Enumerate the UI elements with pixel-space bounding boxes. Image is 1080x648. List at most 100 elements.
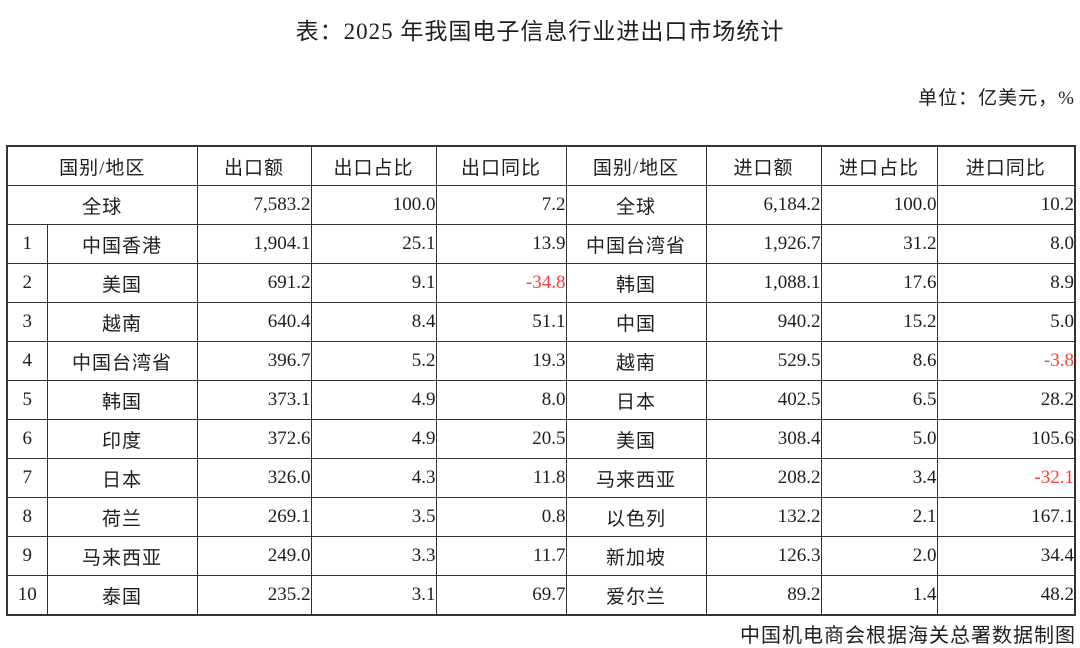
- export-yoy-cell: 8.0: [435, 380, 567, 420]
- import-yoy-cell: 105.6: [936, 419, 1076, 459]
- export-yoy-cell: 7.2: [435, 185, 567, 225]
- import-region-cell: 马来西亚: [565, 458, 707, 498]
- import-region-cell: 中国: [565, 302, 707, 342]
- export-yoy-cell: 51.1: [435, 302, 567, 342]
- rank-cell: 3: [6, 302, 48, 342]
- export-share-cell: 100.0: [310, 185, 437, 225]
- import-value-cell: 308.4: [705, 419, 822, 459]
- import-region-cell: 全球: [565, 185, 707, 225]
- import-export-table: 国别/地区 出口额 出口占比 出口同比 国别/地区 进口额 进口占比 进口同比 …: [6, 145, 1076, 616]
- export-share-cell: 4.9: [310, 419, 437, 459]
- source-note: 中国机电商会根据海关总署数据制图: [740, 625, 1076, 647]
- import-yoy-cell: 8.9: [936, 263, 1076, 303]
- col-header-export-region: 国别/地区: [6, 145, 198, 186]
- col-header-export-yoy: 出口同比: [435, 145, 567, 186]
- export-yoy-cell: 11.8: [435, 458, 567, 498]
- import-share-cell: 15.2: [820, 302, 938, 342]
- import-region-cell: 越南: [565, 341, 707, 381]
- import-yoy-cell: 10.2: [936, 185, 1076, 225]
- rank-cell: 10: [6, 575, 48, 616]
- page-title: 表：2025 年我国电子信息行业进出口市场统计: [295, 19, 785, 44]
- export-value-cell: 372.6: [196, 419, 312, 459]
- export-value-cell: 396.7: [196, 341, 312, 381]
- export-value-cell: 235.2: [196, 575, 312, 616]
- import-region-cell: 中国台湾省: [565, 224, 707, 264]
- import-value-cell: 89.2: [705, 575, 822, 616]
- table-row: 7 日本 326.0 4.3 11.8 马来西亚 208.2 3.4 -32.1: [6, 458, 1076, 498]
- import-share-cell: 2.1: [820, 497, 938, 537]
- import-share-cell: 2.0: [820, 536, 938, 576]
- export-yoy-cell: 13.9: [435, 224, 567, 264]
- export-share-cell: 5.2: [310, 341, 437, 381]
- export-value-cell: 326.0: [196, 458, 312, 498]
- import-share-cell: 100.0: [820, 185, 938, 225]
- col-header-import-value: 进口额: [705, 145, 822, 186]
- export-value-cell: 249.0: [196, 536, 312, 576]
- import-region-cell: 日本: [565, 380, 707, 420]
- export-yoy-cell: -34.8: [435, 263, 567, 303]
- export-region-cell: 越南: [46, 302, 198, 342]
- table-row: 5 韩国 373.1 4.9 8.0 日本 402.5 6.5 28.2: [6, 380, 1076, 420]
- import-share-cell: 1.4: [820, 575, 938, 616]
- export-region-cell: 中国台湾省: [46, 341, 198, 381]
- import-yoy-cell: 34.4: [936, 536, 1076, 576]
- import-yoy-cell: -3.8: [936, 341, 1076, 381]
- global-row: 全球 7,583.2 100.0 7.2 全球 6,184.2 100.0 10…: [6, 185, 1076, 225]
- import-value-cell: 402.5: [705, 380, 822, 420]
- export-yoy-cell: 11.7: [435, 536, 567, 576]
- import-share-cell: 3.4: [820, 458, 938, 498]
- export-region-cell: 美国: [46, 263, 198, 303]
- export-yoy-cell: 19.3: [435, 341, 567, 381]
- export-region-cell: 全球: [6, 185, 198, 225]
- export-region-cell: 印度: [46, 419, 198, 459]
- export-share-cell: 3.1: [310, 575, 437, 616]
- export-value-cell: 373.1: [196, 380, 312, 420]
- rank-cell: 2: [6, 263, 48, 303]
- export-share-cell: 8.4: [310, 302, 437, 342]
- import-value-cell: 940.2: [705, 302, 822, 342]
- export-region-cell: 韩国: [46, 380, 198, 420]
- import-value-cell: 529.5: [705, 341, 822, 381]
- import-value-cell: 6,184.2: [705, 185, 822, 225]
- export-value-cell: 640.4: [196, 302, 312, 342]
- col-header-import-region: 国别/地区: [565, 145, 707, 186]
- import-yoy-cell: 28.2: [936, 380, 1076, 420]
- export-yoy-cell: 20.5: [435, 419, 567, 459]
- export-share-cell: 9.1: [310, 263, 437, 303]
- table-row: 10 泰国 235.2 3.1 69.7 爱尔兰 89.2 1.4 48.2: [6, 575, 1076, 616]
- import-yoy-cell: -32.1: [936, 458, 1076, 498]
- import-share-cell: 5.0: [820, 419, 938, 459]
- export-value-cell: 7,583.2: [196, 185, 312, 225]
- rank-cell: 4: [6, 341, 48, 381]
- rank-cell: 8: [6, 497, 48, 537]
- import-yoy-cell: 48.2: [936, 575, 1076, 616]
- import-value-cell: 208.2: [705, 458, 822, 498]
- table-row: 2 美国 691.2 9.1 -34.8 韩国 1,088.1 17.6 8.9: [6, 263, 1076, 303]
- import-yoy-cell: 8.0: [936, 224, 1076, 264]
- import-yoy-cell: 167.1: [936, 497, 1076, 537]
- header-row: 国别/地区 出口额 出口占比 出口同比 国别/地区 进口额 进口占比 进口同比: [6, 145, 1076, 186]
- export-value-cell: 269.1: [196, 497, 312, 537]
- rank-cell: 9: [6, 536, 48, 576]
- import-region-cell: 美国: [565, 419, 707, 459]
- import-region-cell: 新加坡: [565, 536, 707, 576]
- import-value-cell: 1,088.1: [705, 263, 822, 303]
- import-share-cell: 6.5: [820, 380, 938, 420]
- import-value-cell: 132.2: [705, 497, 822, 537]
- import-yoy-cell: 5.0: [936, 302, 1076, 342]
- import-region-cell: 以色列: [565, 497, 707, 537]
- table-row: 6 印度 372.6 4.9 20.5 美国 308.4 5.0 105.6: [6, 419, 1076, 459]
- rank-cell: 6: [6, 419, 48, 459]
- export-yoy-cell: 69.7: [435, 575, 567, 616]
- import-region-cell: 爱尔兰: [565, 575, 707, 616]
- unit-note: 单位：亿美元，%: [918, 88, 1075, 109]
- export-region-cell: 马来西亚: [46, 536, 198, 576]
- table-row: 3 越南 640.4 8.4 51.1 中国 940.2 15.2 5.0: [6, 302, 1076, 342]
- export-region-cell: 中国香港: [46, 224, 198, 264]
- import-share-cell: 31.2: [820, 224, 938, 264]
- export-region-cell: 荷兰: [46, 497, 198, 537]
- import-value-cell: 1,926.7: [705, 224, 822, 264]
- import-share-cell: 17.6: [820, 263, 938, 303]
- rank-cell: 1: [6, 224, 48, 264]
- col-header-import-share: 进口占比: [820, 145, 938, 186]
